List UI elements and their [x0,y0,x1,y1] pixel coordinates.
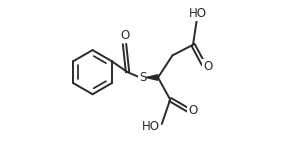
Text: HO: HO [142,120,160,133]
Polygon shape [146,75,158,80]
Text: O: O [203,60,212,73]
Text: S: S [139,71,146,84]
Text: HO: HO [189,7,207,20]
Text: O: O [120,29,129,42]
Text: O: O [188,104,197,117]
